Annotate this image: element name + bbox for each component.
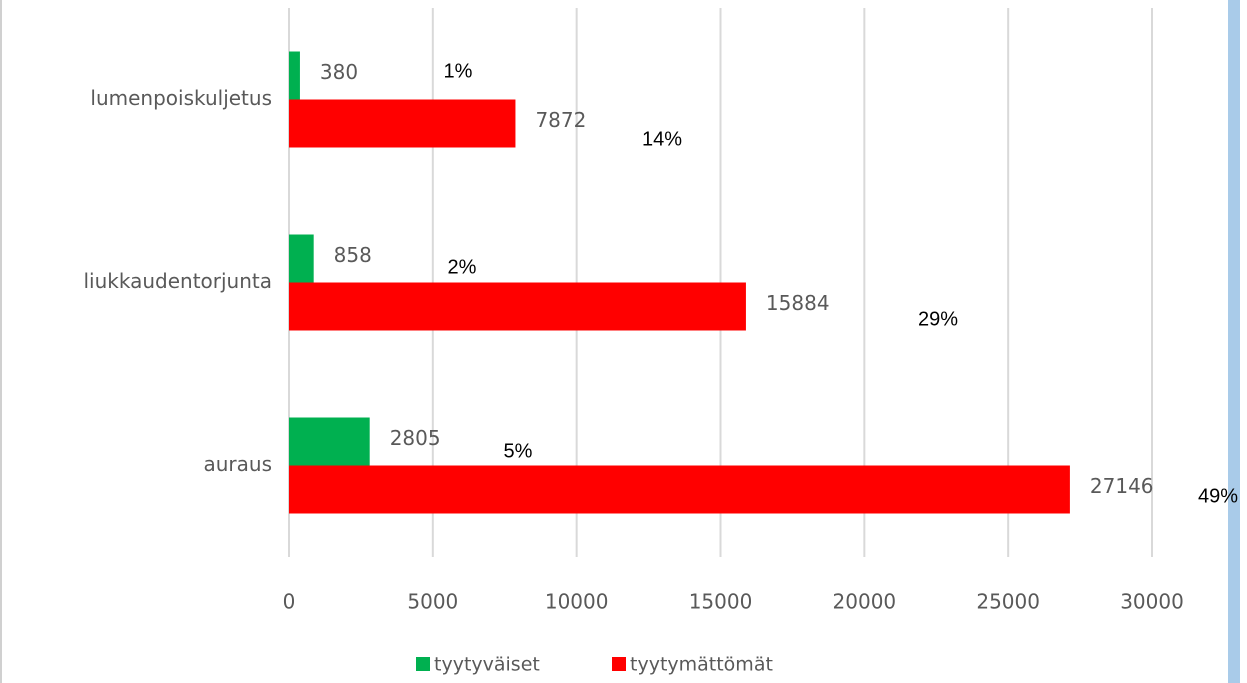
x-tick-label: 30000	[1120, 590, 1184, 614]
bar	[289, 282, 746, 331]
value-label: 2805	[390, 426, 441, 450]
bar	[289, 234, 314, 283]
legend-label: tyytyväiset	[434, 654, 540, 676]
value-label: 380	[320, 60, 358, 84]
bar	[289, 99, 516, 148]
percent-label: 1%	[444, 60, 473, 82]
legend-swatch	[612, 657, 626, 671]
percent-label: 29%	[918, 308, 958, 330]
percent-label: 2%	[448, 256, 477, 278]
percent-label: 49%	[1198, 485, 1238, 507]
legend-label: tyytymättömät	[630, 654, 773, 676]
percent-label: 5%	[504, 440, 533, 462]
frame-edge	[0, 0, 2, 683]
value-label: 27146	[1090, 474, 1154, 498]
x-tick-label: 0	[283, 590, 296, 614]
bar	[289, 465, 1070, 514]
value-label: 15884	[766, 291, 830, 315]
side-panel	[1228, 0, 1240, 683]
bar	[289, 51, 300, 100]
legend-swatch	[416, 657, 430, 671]
percent-label: 14%	[642, 128, 682, 150]
value-label: 7872	[535, 108, 586, 132]
x-tick-label: 15000	[689, 590, 753, 614]
bar	[289, 417, 370, 466]
value-label: 858	[334, 243, 372, 267]
y-tick-label: auraus	[203, 452, 272, 476]
x-tick-label: 5000	[407, 590, 458, 614]
y-tick-label: lumenpoiskuljetus	[90, 86, 272, 110]
x-tick-label: 20000	[833, 590, 897, 614]
x-tick-label: 10000	[545, 590, 609, 614]
x-tick-label: 25000	[976, 590, 1040, 614]
y-tick-label: liukkaudentorjunta	[83, 269, 272, 293]
